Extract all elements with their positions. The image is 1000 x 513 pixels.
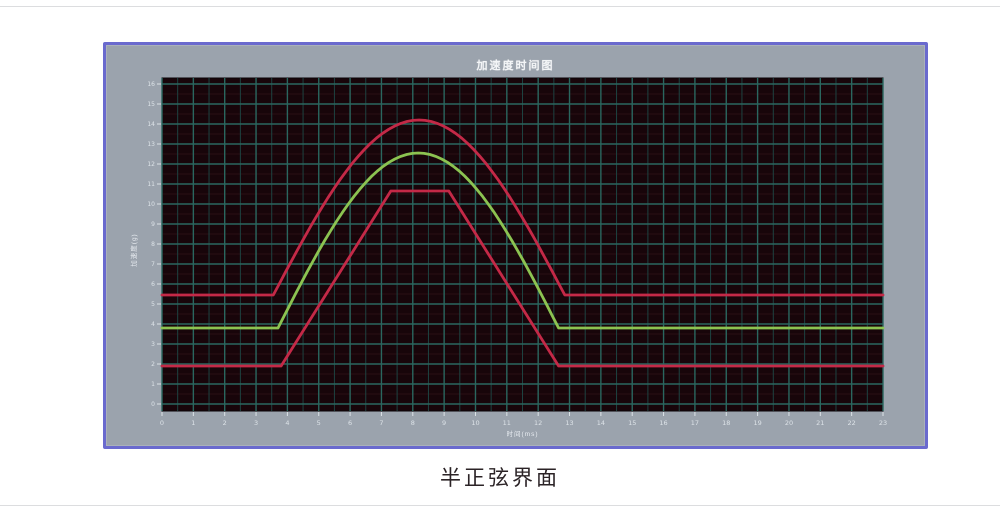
y-tick-label: 2 xyxy=(151,361,155,368)
series-nominal-half-sine xyxy=(160,151,885,330)
chart-title: 加速度时间图 xyxy=(476,60,555,72)
x-tick-label: 8 xyxy=(411,419,415,427)
plot-svg: 0 1 2 3 4 5 6 7 8 9 10 11 12 13 14 15 16 17 18 19 20 21 22 2316… xyxy=(147,77,887,427)
figure-caption: 半正弦界面 xyxy=(440,467,560,490)
x-tick-label: 20 xyxy=(785,419,793,427)
y-tick-label: 16 xyxy=(147,81,155,88)
y-tick-label: 7 xyxy=(151,261,155,268)
x-tick-label: 4 xyxy=(285,419,289,427)
x-tick-label: 6 xyxy=(348,419,352,427)
y-tick-label: 6 xyxy=(151,281,155,288)
y-tick-label: 14 xyxy=(147,121,155,128)
x-tick-label: 13 xyxy=(565,419,573,427)
x-tick-label: 17 xyxy=(691,419,699,427)
x-tick-label: 22 xyxy=(848,419,856,427)
x-tick-label: 18 xyxy=(722,419,730,427)
x-tick-label: 23 xyxy=(879,419,887,427)
x-tick-label: 12 xyxy=(534,419,542,427)
x-tick-label: 11 xyxy=(503,419,511,427)
y-tick-label: 13 xyxy=(147,141,155,148)
y-tick-label: 12 xyxy=(147,161,155,168)
x-tick-label: 16 xyxy=(659,419,667,427)
x-tick-label: 1 xyxy=(191,419,195,427)
y-tick-label: 5 xyxy=(151,301,155,308)
y-tick-label: 0 xyxy=(151,401,155,408)
y-tick-label: 10 xyxy=(147,201,155,208)
page-top-rule xyxy=(0,6,1000,7)
series-lower-tolerance xyxy=(160,189,885,368)
x-tick-label: 2 xyxy=(223,419,227,427)
x-tick-label: 0 xyxy=(160,419,164,427)
x-tick-label: 5 xyxy=(317,419,321,427)
x-tick-label: 10 xyxy=(471,419,479,427)
x-tick-label: 3 xyxy=(254,419,258,427)
x-tick-label: 19 xyxy=(753,419,761,427)
x-tick-label: 9 xyxy=(442,419,446,427)
series-upper-tolerance xyxy=(160,118,885,297)
y-tick-label: 3 xyxy=(151,341,155,348)
x-tick-label: 15 xyxy=(628,419,636,427)
y-axis-title: 加速度(g) xyxy=(131,233,138,267)
page-bottom-rule xyxy=(0,505,1000,506)
y-tick-label: 15 xyxy=(147,101,155,108)
x-tick-label: 14 xyxy=(597,419,605,427)
y-tick-label: 11 xyxy=(147,181,155,188)
x-tick-label: 21 xyxy=(816,419,824,427)
y-tick-label: 4 xyxy=(151,321,155,328)
x-axis-title: 时间(ms) xyxy=(506,431,539,438)
waveform-window: 加速度时间图 0 1 2 3 4 5 6 7 8 9 10 11 12 13 14 15 16 17 18 19 20 2… xyxy=(103,42,928,449)
y-tick-label: 8 xyxy=(151,241,155,248)
x-tick-label: 7 xyxy=(379,419,383,427)
y-tick-label: 9 xyxy=(151,221,155,228)
y-tick-label: 1 xyxy=(151,381,155,388)
